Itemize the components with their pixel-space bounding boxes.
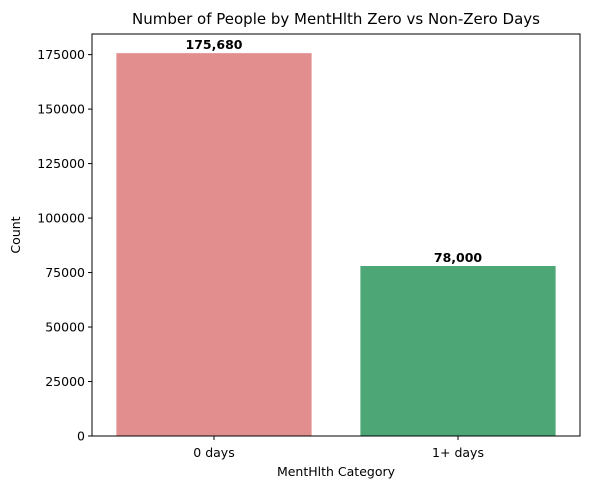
x-tick-label-2: 1+ days — [432, 445, 484, 460]
bar-1 — [116, 53, 312, 437]
y-tick-label-4: 75000 — [45, 265, 85, 280]
data-label-1: 175,680 — [186, 37, 243, 52]
axes-frame — [91, 33, 581, 437]
bar-2 — [360, 266, 556, 436]
chart-title: Number of People by MentHlth Zero vs Non… — [132, 10, 540, 28]
data-label-2: 78,000 — [434, 250, 483, 265]
y-tick-label-8: 175000 — [37, 47, 85, 62]
y-tick-label-5: 100000 — [37, 211, 85, 226]
x-tick-label-1: 0 days — [193, 445, 234, 460]
y-axis-label: Count — [8, 216, 23, 253]
y-tick-label-7: 150000 — [37, 102, 85, 117]
y-tick-label-6: 125000 — [37, 156, 85, 171]
y-tick-label-2: 25000 — [45, 374, 85, 389]
x-axis-label: MentHlth Category — [277, 464, 396, 479]
plot-area: 175,680 0 days 78,000 1+ days 0 25000 50000 750… — [37, 37, 556, 460]
y-tick-label-1: 0 — [77, 429, 85, 444]
y-tick-label-3: 50000 — [45, 320, 85, 335]
